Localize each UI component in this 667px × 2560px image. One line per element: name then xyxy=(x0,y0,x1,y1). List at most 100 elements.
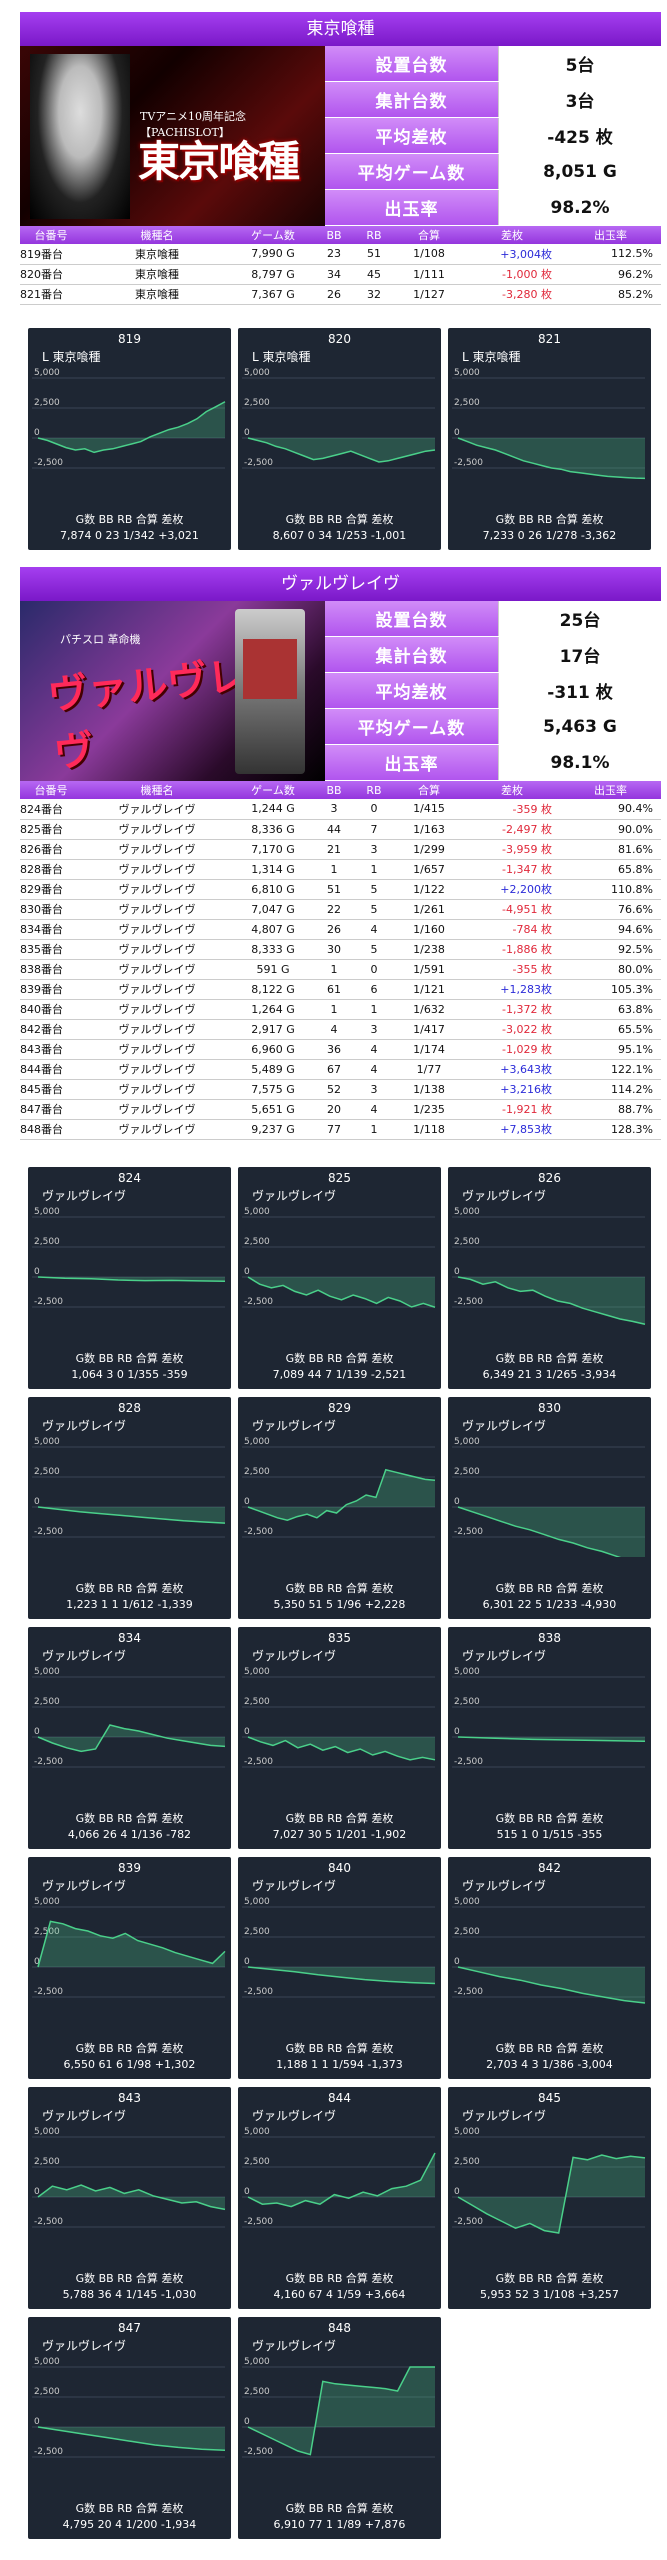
slump-chart-card[interactable]: 820 L 東京喰種 5,000 2,500 0 -2,500 G数 BB RB 合算 差枚… xyxy=(238,328,441,550)
table-cell: 4 xyxy=(354,919,394,940)
slump-line xyxy=(457,1276,646,1325)
slump-chart-card[interactable]: 824 ヴァルヴレイヴ 5,000 2,500 0 -2,500 G数 BB RB 合算 差… xyxy=(28,1167,231,1389)
y-tick-label: 0 xyxy=(244,1727,250,1737)
table-cell: 1/138 xyxy=(394,1079,464,1100)
y-tick-label: -2,500 xyxy=(244,1297,273,1307)
slump-line xyxy=(247,1468,436,1521)
slump-chart-card[interactable]: 845 ヴァルヴレイヴ 5,000 2,500 0 -2,500 G数 BB RB 合算 差… xyxy=(448,2087,651,2309)
slump-chart-card[interactable]: 848 ヴァルヴレイヴ 5,000 2,500 0 -2,500 G数 BB RB 合算 差… xyxy=(238,2317,441,2539)
slump-chart-card[interactable]: 847 ヴァルヴレイヴ 5,000 2,500 0 -2,500 G数 BB RB 合算 差… xyxy=(28,2317,231,2539)
column-header: ゲーム数 xyxy=(232,226,314,244)
slump-line xyxy=(37,2184,226,2211)
y-tick-label: -2,500 xyxy=(34,458,63,468)
chart-summary: G数 BB RB 合算 差枚 7,874 0 23 1/342 +3,021 xyxy=(28,512,231,544)
table-cell: 828番台 xyxy=(20,859,82,880)
table-cell: 1/121 xyxy=(394,979,464,1000)
table-header-row: 台番号 機種名 ゲーム数 BB RB 合算 差枚 出玉率 xyxy=(20,226,661,244)
table-cell: 90.4% xyxy=(560,799,661,820)
table-cell: 20 xyxy=(314,1099,354,1120)
stat-label: 平均差枚 xyxy=(325,118,498,153)
slump-chart-card[interactable]: 826 ヴァルヴレイヴ 5,000 2,500 0 -2,500 G数 BB RB 合算 差… xyxy=(448,1167,651,1389)
y-tick-label: 2,500 xyxy=(244,398,270,408)
slump-chart-card[interactable]: 825 ヴァルヴレイヴ 5,000 2,500 0 -2,500 G数 BB RB 合算 差… xyxy=(238,1167,441,1389)
summary-values: 1,188 1 1 1/594 -1,373 xyxy=(276,2058,403,2071)
column-header: 出玉率 xyxy=(560,781,661,799)
machine-number: 835 xyxy=(328,1631,351,1645)
y-tick-label: 0 xyxy=(244,1267,250,1277)
table-cell: 591 G xyxy=(232,959,314,980)
y-tick-label: -2,500 xyxy=(454,1757,483,1767)
machine-name: ヴァルヴレイヴ xyxy=(42,1879,127,1893)
table-cell: 830番台 xyxy=(20,899,82,920)
table-cell: 844番台 xyxy=(20,1059,82,1080)
machine-number: 847 xyxy=(118,2321,141,2335)
machine-name: L 東京喰種 xyxy=(462,350,521,364)
slump-chart-card[interactable]: 828 ヴァルヴレイヴ 5,000 2,500 0 -2,500 G数 BB RB 合算 差… xyxy=(28,1397,231,1619)
slump-chart: 5,000 2,500 0 -2,500 xyxy=(242,2357,435,2458)
table-cell: ヴァルヴレイヴ xyxy=(82,879,232,900)
chart-summary: G数 BB RB 合算 差枚 1,064 3 0 1/355 -359 xyxy=(28,1351,231,1383)
slump-chart-card[interactable]: 819 L 東京喰種 5,000 2,500 0 -2,500 G数 BB RB 合算 差枚… xyxy=(28,328,231,550)
stat-label: 平均ゲーム数 xyxy=(325,709,498,744)
table-cell: 1/591 xyxy=(394,959,464,980)
table-row: 848番台 ヴァルヴレイヴ 9,237 G 77 1 1/118 +7,853枚 128.3% xyxy=(20,1119,661,1140)
table-cell: 1/118 xyxy=(394,1119,464,1140)
y-tick-label: 5,000 xyxy=(454,1437,480,1447)
y-tick-label: 2,500 xyxy=(244,2157,270,2167)
table-cell: 7,367 G xyxy=(232,284,314,305)
slump-line xyxy=(37,1276,226,1283)
table-cell: 4,807 G xyxy=(232,919,314,940)
table-cell: 4 xyxy=(354,1039,394,1060)
table-cell: 1/235 xyxy=(394,1099,464,1120)
slump-chart-card[interactable]: 835 ヴァルヴレイヴ 5,000 2,500 0 -2,500 G数 BB RB 合算 差… xyxy=(238,1627,441,1849)
machine-name: ヴァルヴレイヴ xyxy=(462,1419,547,1433)
slump-chart-card[interactable]: 821 L 東京喰種 5,000 2,500 0 -2,500 G数 BB RB 合算 差枚… xyxy=(448,328,651,550)
y-tick-label: -2,500 xyxy=(34,1297,63,1307)
slump-chart: 5,000 2,500 0 -2,500 xyxy=(452,368,646,480)
table-cell: ヴァルヴレイヴ xyxy=(82,819,232,840)
table-cell: 5,651 G xyxy=(232,1099,314,1120)
table-cell: 5 xyxy=(354,879,394,900)
slump-chart-card[interactable]: 842 ヴァルヴレイヴ 5,000 2,500 0 -2,500 G数 BB RB 合算 差… xyxy=(448,1857,651,2079)
y-tick-label: 2,500 xyxy=(34,2157,60,2167)
slump-chart-card[interactable]: 829 ヴァルヴレイヴ 5,000 2,500 0 -2,500 G数 BB RB 合算 差… xyxy=(238,1397,441,1619)
slump-chart-card[interactable]: 843 ヴァルヴレイヴ 5,000 2,500 0 -2,500 G数 BB RB 合算 差… xyxy=(28,2087,231,2309)
slump-chart-card[interactable]: 840 ヴァルヴレイヴ 5,000 2,500 0 -2,500 G数 BB RB 合算 差… xyxy=(238,1857,441,2079)
slump-chart-card[interactable]: 830 ヴァルヴレイヴ 5,000 2,500 0 -2,500 G数 BB RB 合算 差… xyxy=(448,1397,651,1619)
section-title: 東京喰種 xyxy=(20,12,661,46)
column-header: 台番号 xyxy=(20,226,82,244)
column-header: 差枚 xyxy=(464,781,560,799)
table-cell: 843番台 xyxy=(20,1039,82,1060)
table-cell: 1,264 G xyxy=(232,999,314,1020)
table-cell: 4 xyxy=(354,1059,394,1080)
y-tick-label: 2,500 xyxy=(454,1927,480,1937)
table-cell: 3 xyxy=(354,839,394,860)
chart-summary: G数 BB RB 合算 差枚 7,089 44 7 1/139 -2,521 xyxy=(238,1351,441,1383)
slump-area xyxy=(38,1507,225,1524)
slump-chart-card[interactable]: 838 ヴァルヴレイヴ 5,000 2,500 0 -2,500 G数 BB RB 合算 差… xyxy=(448,1627,651,1849)
table-cell: 22 xyxy=(314,899,354,920)
table-row: 845番台 ヴァルヴレイヴ 7,575 G 52 3 1/138 +3,216枚 114.2% xyxy=(20,1079,661,1100)
slump-chart-card[interactable]: 834 ヴァルヴレイヴ 5,000 2,500 0 -2,500 G数 BB RB 合算 差… xyxy=(28,1627,231,1849)
summary-values: 6,910 77 1 1/89 +7,876 xyxy=(273,2518,406,2531)
slump-chart-card[interactable]: 839 ヴァルヴレイヴ 5,000 2,500 0 -2,500 G数 BB RB 合算 差… xyxy=(28,1857,231,2079)
table-cell: 1 xyxy=(314,999,354,1020)
column-header: RB xyxy=(354,226,394,244)
slump-area xyxy=(38,1921,225,1967)
table-cell: 6 xyxy=(354,979,394,1000)
table-cell: 7,575 G xyxy=(232,1079,314,1100)
slump-chart-card[interactable]: 844 ヴァルヴレイヴ 5,000 2,500 0 -2,500 G数 BB RB 合算 差… xyxy=(238,2087,441,2309)
stat-label: 平均ゲーム数 xyxy=(325,154,498,189)
summary-values: 4,160 67 4 1/59 +3,664 xyxy=(273,2288,406,2301)
slump-area xyxy=(248,2153,435,2207)
y-tick-label: 0 xyxy=(454,428,460,438)
slump-line xyxy=(247,437,436,463)
table-row: 839番台 ヴァルヴレイヴ 8,122 G 61 6 1/121 +1,283枚 105.3% xyxy=(20,979,661,1000)
section-valvrave: ヴァルヴレイヴ パチスロ 革命機 ヴァルヴレイヴ 設置台数 25台 集計台数 17台… xyxy=(20,567,661,1140)
table-cell: 1,314 G xyxy=(232,859,314,880)
summary-values: 6,301 22 5 1/233 -4,930 xyxy=(482,1598,617,1611)
machine-name: ヴァルヴレイヴ xyxy=(462,2109,547,2123)
section-tokyo-ghoul: 東京喰種 TVアニメ10周年記念 【PACHISLOT】 東京喰種 設置台数 5台… xyxy=(20,12,661,305)
slump-line xyxy=(247,1736,436,1761)
summary-header: G数 BB RB 合算 差枚 xyxy=(75,2272,184,2285)
